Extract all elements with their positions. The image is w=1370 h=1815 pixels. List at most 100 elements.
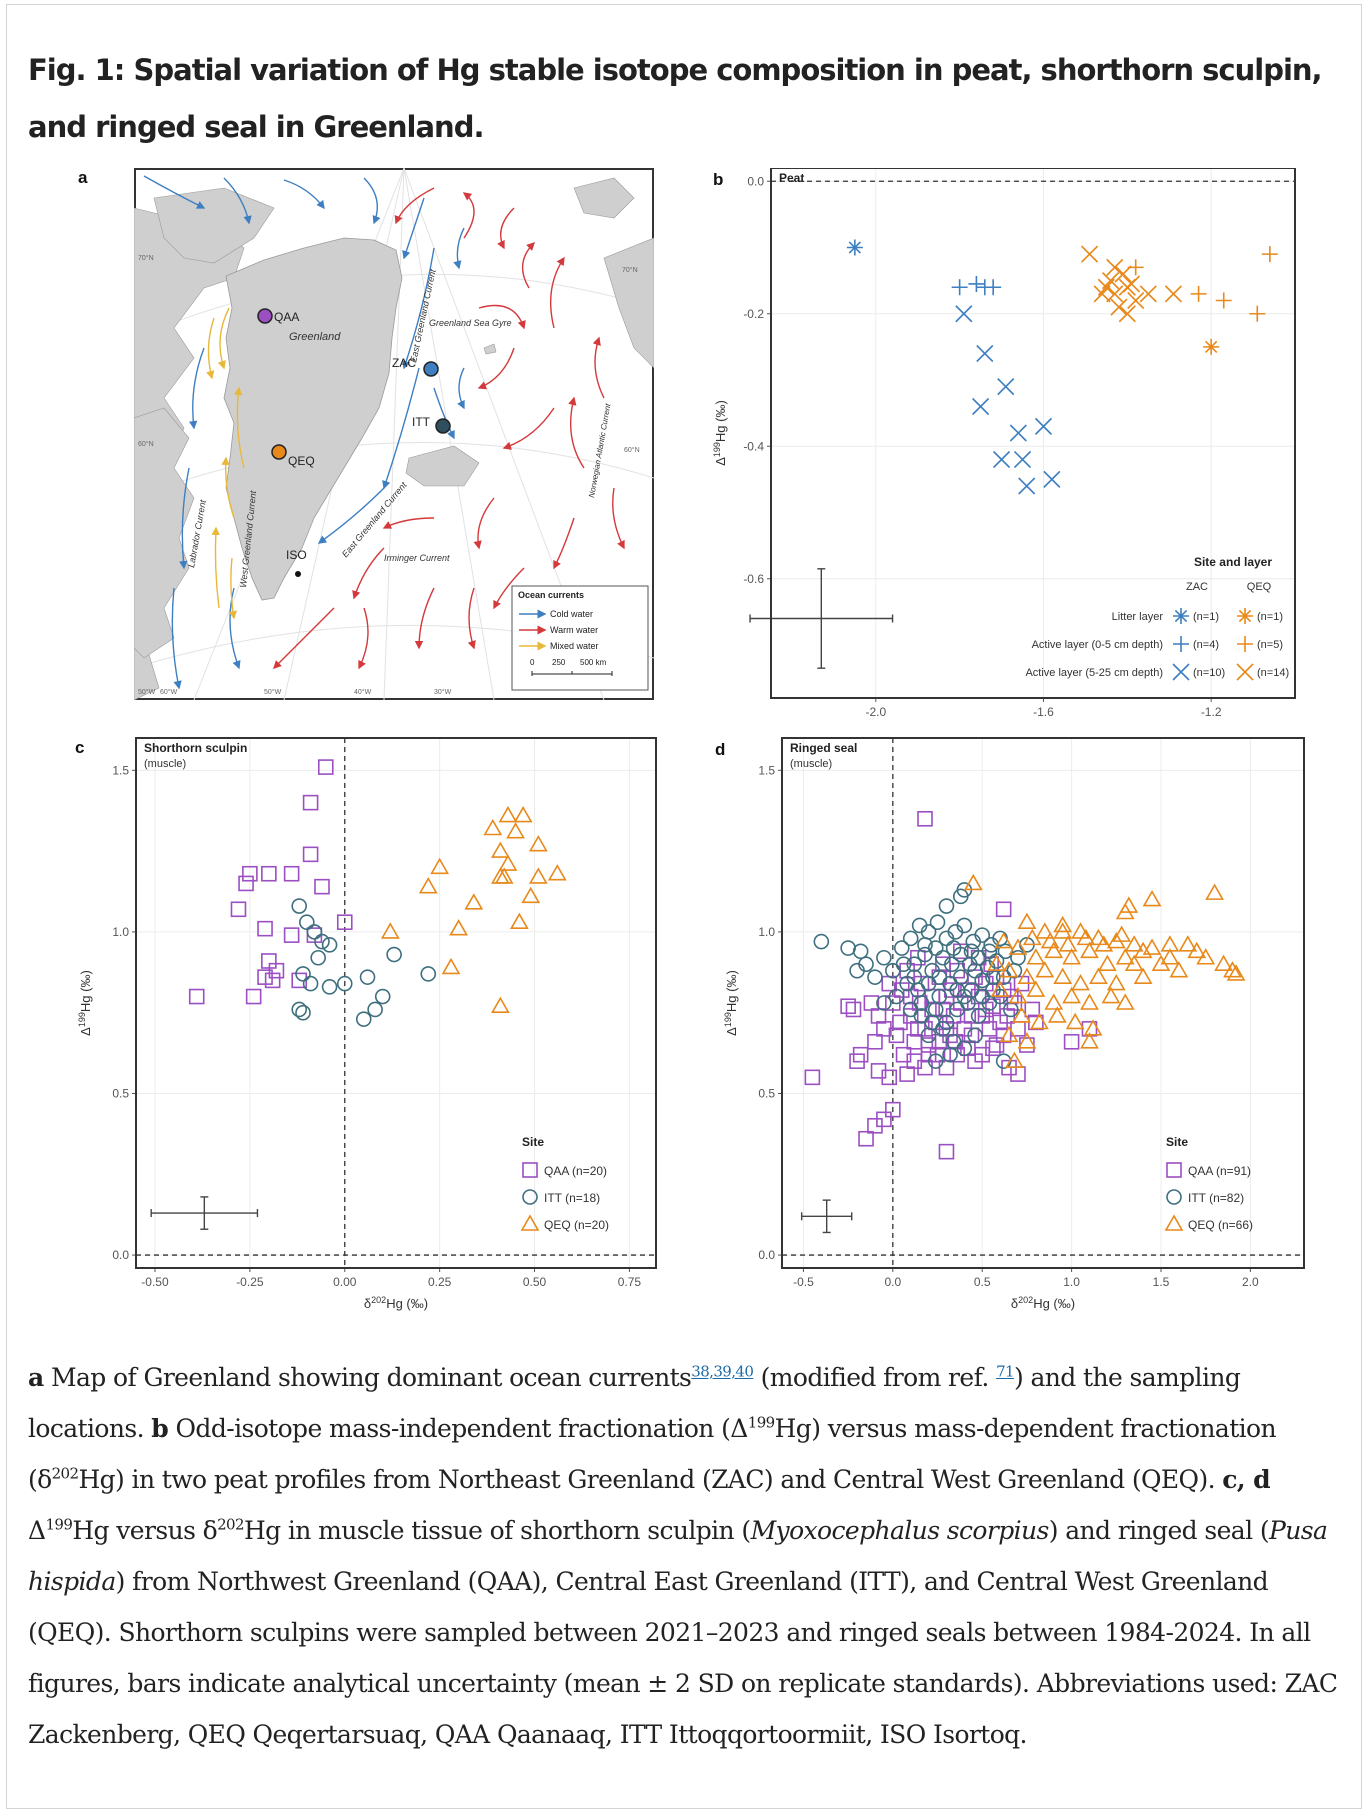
panel-d-point	[867, 1033, 883, 1050]
panel-b-legend-row-1-label: Active layer (0-5 cm depth)	[1032, 639, 1163, 651]
panel-d-point	[1160, 948, 1180, 965]
panel-d-series-qeq-triangle	[963, 873, 1246, 1068]
panel-b-legend-row-0-zac-marker	[1173, 608, 1189, 624]
panel-b-frame	[770, 168, 1296, 699]
site-zac: ZAC	[392, 356, 439, 377]
panel-d-point	[1119, 896, 1139, 913]
panel-d-point	[1178, 935, 1198, 952]
panel-d-point	[1080, 1032, 1099, 1049]
panel-d-point	[1035, 922, 1055, 939]
panel-c-point	[513, 805, 533, 823]
caption-species-seal: Pusa hispida	[28, 1516, 1328, 1596]
panel-d-series-itt-circle	[813, 882, 1035, 1069]
panel-b-point	[1164, 285, 1182, 303]
panel-b-legend-row-1-zac-marker	[1173, 636, 1189, 652]
panel-b-letter: b	[713, 170, 724, 189]
caption-ref-71-link[interactable]: 71	[996, 1362, 1014, 1381]
panel-d-point	[927, 1053, 944, 1069]
panel-b-legend-row-2-zac-n: (n=10)	[1193, 667, 1225, 679]
panel-b-point	[951, 279, 968, 296]
panel-d-point	[981, 943, 998, 960]
panel-d-point	[1008, 938, 1028, 955]
panel-b-point	[1114, 265, 1132, 283]
panel-b-legend-row-0-label: Litter layer	[1112, 611, 1164, 623]
caption-b-text1: Odd-isotope mass-independent fractionati…	[168, 1414, 749, 1443]
panel-d-point	[917, 810, 933, 827]
panel-c-point	[302, 846, 319, 863]
panel-d-point	[956, 1040, 973, 1057]
panel-b-legend-row-2-label: Active layer (5-25 cm depth)	[1025, 667, 1163, 679]
panel-b-point	[1106, 285, 1124, 303]
panel-b-series-qeq-asterisk	[1203, 338, 1220, 355]
panel-d-point	[1040, 931, 1060, 949]
caption-sup-202: 202	[51, 1464, 79, 1483]
panel-d-point	[1142, 938, 1162, 955]
panel-b-point	[992, 450, 1011, 469]
panel-b-point	[1127, 291, 1145, 310]
figure-caption: a Map of Greenland showing dominant ocea…	[28, 1352, 1343, 1760]
panel-d-point	[974, 1008, 991, 1024]
panel-d-point	[1017, 967, 1037, 984]
panel-c-point	[317, 759, 334, 775]
panel-c-point	[491, 867, 510, 884]
panel-b-point	[972, 397, 990, 416]
panel-c-point	[441, 957, 461, 975]
panel-b-point	[1110, 298, 1128, 316]
map-scale-bar	[531, 671, 613, 676]
panel-b-point	[1118, 305, 1136, 323]
panel-d-plot-bg	[782, 738, 1304, 1268]
panel-d-legend-label-0: QAA (n=91)	[1188, 1164, 1251, 1178]
panel-d-point	[1012, 1006, 1031, 1023]
panel-c-point	[314, 878, 330, 895]
panel-b-point	[1034, 417, 1053, 435]
panel-b-point	[968, 275, 985, 292]
panel-d-point	[1076, 928, 1096, 946]
panel-d-legend-marker-0	[1166, 1162, 1182, 1178]
panel-c-point	[521, 886, 541, 904]
panel-c-point	[230, 901, 247, 918]
panel-d-point	[970, 1008, 987, 1024]
panel-c-point	[367, 1001, 383, 1018]
caption-refs-link[interactable]: 38,39,40	[691, 1362, 754, 1381]
panel-c-point	[321, 937, 338, 953]
panel-b-point	[1190, 285, 1207, 302]
panel-d-point	[1187, 941, 1207, 959]
panel-d-point	[929, 1046, 946, 1063]
caption-b-text3: Hg) in two peat profiles from Northeast …	[78, 1465, 1223, 1494]
panel-d-letter: d	[715, 740, 726, 759]
panel-d-point	[1094, 935, 1114, 952]
panel-d-point	[1223, 961, 1242, 978]
panel-b-legend-row-1-zac-n: (n=4)	[1193, 639, 1219, 651]
panel-d-point	[1080, 993, 1099, 1010]
panel-d-point	[1053, 922, 1073, 939]
panel-d-point	[974, 927, 991, 943]
map-legend-mixed: Mixed water	[550, 641, 599, 651]
panel-d-point	[1214, 954, 1233, 972]
panel-c-ytick-label-1: 0.5	[112, 1086, 129, 1100]
panel-c-ytick-label-3: 1.5	[112, 763, 129, 777]
map-scale-500: 500 km	[580, 658, 607, 667]
panel-b-legend-row-1-qeq-n: (n=5)	[1257, 639, 1283, 651]
site-qaa: QAA	[257, 308, 299, 324]
panel-d-point	[1089, 967, 1108, 984]
caption-letters-cd: c, d	[1222, 1465, 1271, 1494]
lat-label-4: 60°N	[624, 446, 640, 454]
panel-c-ylabel: Δ199Hg (‰)	[77, 970, 93, 1036]
panel-c-point	[302, 975, 319, 992]
panel-d-point	[945, 940, 962, 956]
panel-d-point	[1071, 973, 1090, 991]
panel-d-point	[1124, 935, 1144, 952]
panel-c-point	[302, 794, 319, 811]
baffin-island	[134, 407, 195, 659]
panel-c-ytick-label-2: 1.0	[112, 925, 129, 939]
panel-b-point	[997, 378, 1015, 396]
panel-d-legend-title: Site	[1166, 1135, 1188, 1149]
panel-b-legend-row-1-qeq-marker	[1237, 636, 1253, 652]
panel-a-letter: a	[78, 168, 88, 187]
figure-frame	[6, 4, 1362, 1809]
panel-d-xtick-label-2: 0.5	[974, 1275, 991, 1289]
panel-d-point	[1035, 961, 1055, 978]
panel-b-series-zac-plus	[951, 275, 1002, 296]
panel-d-point	[1083, 1019, 1103, 1036]
panel-b-point	[1215, 292, 1232, 309]
